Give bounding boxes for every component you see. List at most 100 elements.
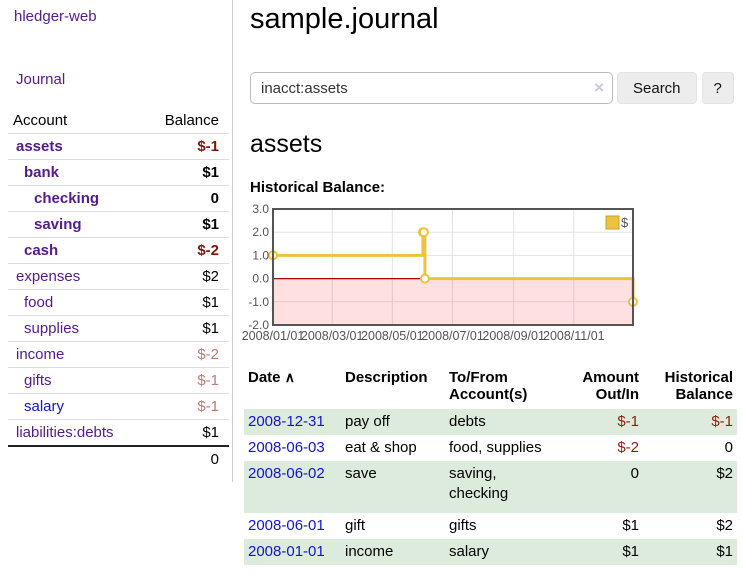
account-link-liabilities-debts[interactable]: liabilities:debts [16,424,114,441]
account-link-saving[interactable]: saving [34,216,82,233]
search-input[interactable] [250,72,613,104]
svg-text:2.0: 2.0 [252,225,269,239]
transaction-amount: 0 [557,461,643,513]
svg-text:-2.0: -2.0 [248,318,269,332]
register-header-description: Description [345,369,428,386]
transaction-date-link[interactable]: 2008-06-01 [248,517,325,534]
search-form: × Search ? [250,72,742,104]
register-header-amount: Amount Out/In [582,369,639,403]
account-balance: $-1 [146,367,229,394]
register-row: 2008-06-03 eat & shop food, supplies $-2… [244,435,737,461]
svg-text:$: $ [621,215,629,230]
transaction-accounts: saving, checking [445,461,557,513]
account-balance: $1 [146,211,229,238]
search-button[interactable]: Search [617,72,697,104]
main-content: sample.journal × Search ? assets Histori… [240,0,742,565]
transaction-balance: $2 [643,461,737,513]
account-link-supplies[interactable]: supplies [24,320,80,337]
svg-text:2008/01/01: 2008/01/01 [242,329,305,343]
transaction-date-link[interactable]: 2008-06-03 [248,439,325,456]
register-row: 2008-01-01 income salary $1 $1 [244,539,737,565]
transaction-description: save [341,461,445,513]
account-link-assets[interactable]: assets [16,138,63,155]
account-row: salary $-1 [8,393,229,420]
app-brand-link[interactable]: hledger-web [14,8,97,25]
account-row: assets $-1 [8,133,229,160]
transaction-date-link[interactable]: 2008-12-31 [248,413,325,430]
transaction-balance: $-1 [643,409,737,435]
account-link-cash[interactable]: cash [24,242,59,259]
transaction-balance: $1 [643,539,737,565]
svg-text:2008/09/01: 2008/09/01 [482,329,545,343]
account-link-gifts[interactable]: gifts [24,372,52,389]
transaction-accounts: food, supplies [449,439,542,456]
account-balance: $-1 [146,393,229,420]
account-link-salary[interactable]: salary [24,398,65,415]
transaction-description: income [341,539,445,565]
account-balance: $-2 [146,341,229,368]
register-row: 2008-06-01 gift gifts $1 $2 [244,513,737,539]
svg-text:-1.0: -1.0 [248,295,269,309]
account-link-checking[interactable]: checking [34,190,100,207]
account-row: saving $1 [8,211,229,238]
account-balance: $-1 [146,133,229,160]
register-table: Date ∧ Description To/From Account(s) Am… [244,367,737,565]
transaction-accounts: salary [445,539,557,565]
accounts-total-value: 0 [146,445,229,472]
sidebar: hledger-web Journal Account Balance asse… [0,0,233,482]
svg-text:3.0: 3.0 [252,203,269,216]
register-row: 2008-06-02 save saving, checking 0 $2 [244,461,737,513]
svg-text:2008/07/01: 2008/07/01 [421,329,484,343]
register-header-row: Date ∧ Description To/From Account(s) Am… [244,367,737,409]
transaction-accounts: gifts [449,517,477,534]
account-row: supplies $1 [8,315,229,342]
register-header-date[interactable]: Date ∧ [248,369,295,386]
accounts-table: Account Balance assets $-1 bank $1 check… [8,108,229,472]
svg-text:2008/05/01: 2008/05/01 [361,329,424,343]
register-row: 2008-12-31 pay off debts $-1 $-1 [244,409,737,435]
transaction-amount: $1 [622,517,639,534]
transaction-amount: $1 [557,539,643,565]
transaction-amount: $-1 [557,409,643,435]
report-account-heading: assets [250,130,323,158]
chart-title: Historical Balance: [250,179,386,196]
accounts-total-row: 0 [8,445,229,472]
transaction-balance: $2 [716,517,733,534]
sort-ascending-icon: ∧ [284,369,295,385]
account-link-bank[interactable]: bank [24,164,60,181]
page-title: sample.journal [250,3,439,35]
register-header-balance: Historical Balance [664,369,733,403]
account-row: expenses $2 [8,263,229,290]
accounts-header-balance: Balance [146,108,229,134]
account-balance: $1 [146,419,229,447]
sidebar-item-journal[interactable]: Journal [16,71,66,88]
svg-text:1.0: 1.0 [252,248,269,262]
historical-balance-chart[interactable]: $3.0 2.0 1.0 0.0 -1.0 -2.02008/01/012008/03/0… [240,203,742,351]
accounts-header-row: Account Balance [8,108,229,134]
account-balance: $1 [146,289,229,316]
account-row: liabilities:debts $1 [8,419,229,447]
transaction-date-link[interactable]: 2008-06-02 [248,465,325,482]
account-balance: $1 [146,315,229,342]
account-row: cash $-2 [8,237,229,264]
transaction-date-link[interactable]: 2008-01-01 [248,543,325,560]
account-link-income[interactable]: income [16,346,65,363]
accounts-header-account: Account [8,108,147,134]
account-row: gifts $-1 [8,367,229,394]
account-balance: $2 [146,263,229,290]
account-row: income $-2 [8,341,229,368]
svg-text:0.0: 0.0 [252,272,269,286]
clear-search-icon[interactable]: × [594,78,604,97]
svg-text:2008/03/01: 2008/03/01 [301,329,364,343]
register-header-accounts: To/From Account(s) [449,369,528,403]
help-button[interactable]: ? [701,72,734,104]
transaction-description: eat & shop [345,439,417,456]
transaction-balance: 0 [724,439,733,456]
transaction-description: pay off [341,409,445,435]
transaction-description: gift [345,517,366,534]
svg-text:2008/11/01: 2008/11/01 [543,329,605,343]
account-link-expenses[interactable]: expenses [16,268,81,285]
account-row: bank $1 [8,159,229,186]
account-link-food[interactable]: food [24,294,54,311]
account-balance: 0 [146,185,229,212]
